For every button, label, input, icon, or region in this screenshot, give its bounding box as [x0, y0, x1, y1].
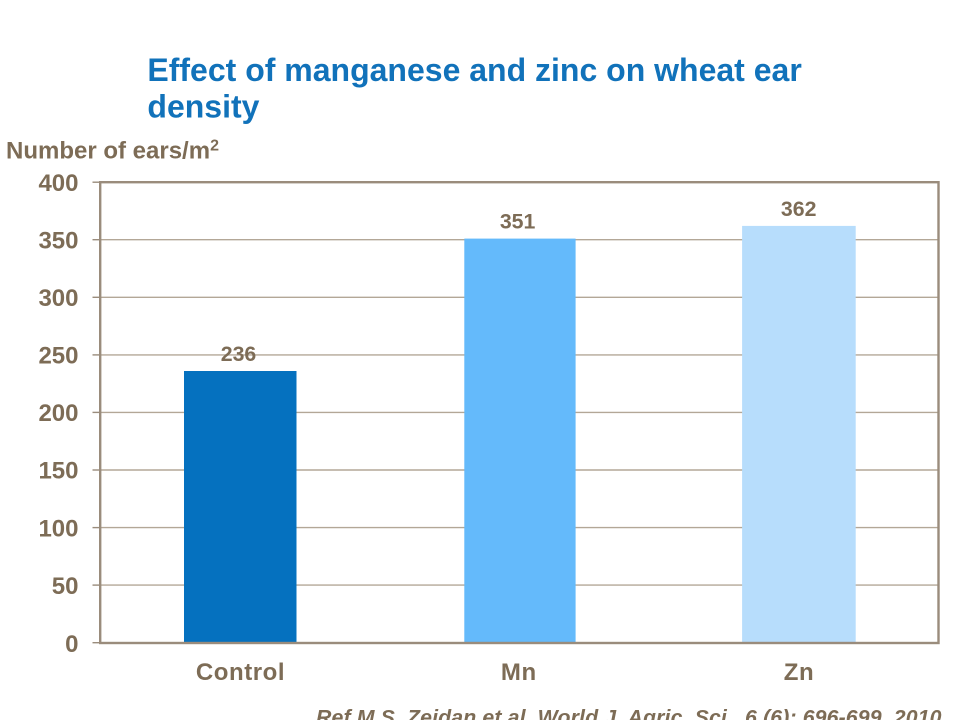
- svg-text:300: 300: [38, 285, 78, 312]
- svg-text:236: 236: [221, 342, 257, 366]
- svg-text:100: 100: [38, 515, 78, 542]
- svg-text:200: 200: [38, 400, 78, 427]
- svg-text:400: 400: [38, 170, 78, 197]
- svg-text:Effect of manganese and zinc o: Effect of manganese and zinc on wheat ea…: [147, 52, 801, 88]
- svg-text:150: 150: [38, 458, 78, 485]
- svg-text:362: 362: [781, 197, 817, 221]
- svg-text:50: 50: [52, 573, 79, 600]
- svg-text:350: 350: [38, 227, 78, 254]
- svg-text:250: 250: [38, 343, 78, 370]
- svg-text:Zn: Zn: [784, 659, 814, 686]
- svg-text:Mn: Mn: [501, 659, 537, 686]
- svg-text:Ref M.S. Zeidan et al, World J: Ref M.S. Zeidan et al, World J. Agric. S…: [316, 706, 942, 720]
- svg-text:Number of ears/m2: Number of ears/m2: [6, 137, 219, 164]
- svg-text:density: density: [147, 88, 259, 124]
- svg-text:Control: Control: [196, 659, 285, 686]
- svg-text:0: 0: [65, 631, 78, 658]
- svg-text:351: 351: [500, 209, 536, 233]
